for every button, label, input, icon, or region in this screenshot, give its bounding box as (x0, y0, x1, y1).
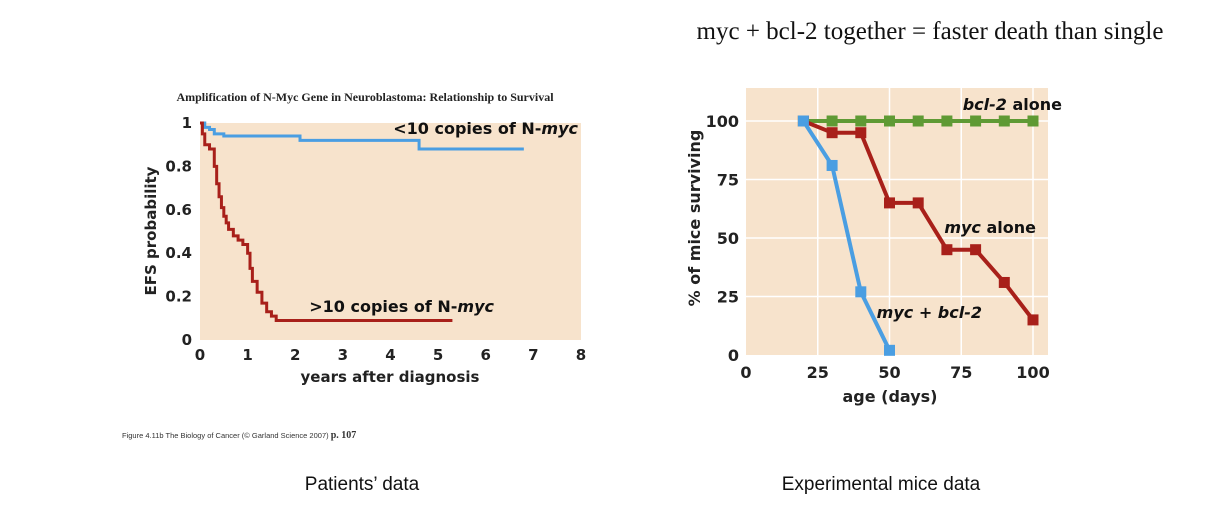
right-y-tick-label: 25 (717, 288, 739, 307)
right-series-myc-alone-marker (970, 244, 982, 256)
left-caption: Patients’ data (304, 474, 420, 495)
left-series-label-high-copies: >10 copies of N-myc (309, 297, 494, 316)
right-series-bcl2-alone-marker (941, 115, 953, 127)
right-x-tick-label: 75 (950, 363, 972, 382)
left-series-low-copies-line (200, 121, 524, 151)
left-y-tick-label: 0.4 (165, 244, 192, 262)
left-x-tick-label: 4 (385, 346, 395, 364)
left-x-axis-label: years after diagnosis (301, 368, 480, 386)
left-x-tick-label: 3 (338, 346, 348, 364)
right-y-tick-label: 75 (717, 171, 739, 190)
left-x-tick-label: 6 (481, 346, 491, 364)
right-x-tick-label: 100 (1016, 363, 1049, 382)
citation-page: p. 107 (330, 430, 357, 441)
left-x-tick-label: 5 (433, 346, 443, 364)
left-series-label-low-copies: <10 copies of N-myc (393, 119, 578, 138)
left-y-tick-label: 0 (182, 331, 192, 349)
left-y-tick-label: 1 (182, 114, 192, 132)
right-y-tick-label: 50 (717, 229, 739, 248)
left-x-tick-label: 7 (528, 346, 538, 364)
right-series-myc-bcl2-marker (884, 344, 895, 356)
right-series-bcl2-alone-marker (912, 115, 924, 127)
right-series-myc-alone-marker (855, 127, 867, 139)
left-y-axis-label: EFS probability (142, 166, 160, 295)
right-series-bcl2-alone-marker (884, 115, 895, 127)
right-y-tick-label: 100 (706, 112, 739, 131)
citation-text: Figure 4.11b The Biology of Cancer (© Ga… (122, 431, 329, 440)
right-series-myc-alone-marker (1027, 314, 1039, 326)
right-series-myc-alone-marker (998, 276, 1010, 288)
right-x-axis-label: age (days) (842, 387, 937, 406)
left-x-tick-label: 2 (290, 346, 300, 364)
right-caption: Experimental mice data (781, 474, 981, 495)
right-x-tick-label: 50 (878, 363, 900, 382)
slide-heading: myc + bcl-2 together = faster death than… (696, 18, 1164, 45)
left-y-tick-label: 0.2 (165, 288, 192, 306)
right-series-myc-bcl2-marker (797, 115, 809, 127)
right-series-label-bcl2-alone: bcl-2 alone (963, 95, 1062, 114)
right-series-myc-alone-marker (912, 197, 924, 209)
left-series-high-copies-line (200, 121, 453, 322)
right-series-myc-bcl2-marker (826, 159, 838, 171)
right-series-myc-bcl2-line (801, 119, 892, 352)
right-series-myc-alone-marker (941, 244, 953, 256)
right-series-bcl2-alone-marker (855, 115, 867, 127)
right-y-axis-label: % of mice surviving (685, 130, 704, 307)
right-x-tick-label: 0 (740, 363, 751, 382)
right-series-bcl2-alone-marker (998, 115, 1010, 127)
right-y-tick-label: 0 (728, 346, 739, 365)
left-x-tick-label: 1 (242, 346, 252, 364)
right-series-bcl2-alone-marker (970, 115, 982, 127)
right-series-bcl2-alone-marker (1027, 115, 1039, 127)
left-x-tick-label: 0 (195, 346, 205, 364)
left-y-tick-label: 0.8 (165, 157, 192, 175)
left-y-tick-label: 0.6 (165, 201, 192, 219)
right-plot-area (746, 88, 1048, 355)
left-x-tick-label: 8 (576, 346, 586, 364)
right-series-myc-alone-marker (826, 127, 838, 139)
right-series-label-myc-alone: myc alone (944, 218, 1036, 237)
right-series-bcl2-alone-marker (826, 115, 838, 127)
right-series-myc-bcl2-marker (855, 286, 867, 298)
figure-citation: Figure 4.11b The Biology of Cancer (© Ga… (122, 430, 356, 441)
left-chart-title: Amplification of N-Myc Gene in Neuroblas… (176, 90, 554, 104)
right-series-myc-alone-marker (884, 197, 895, 209)
right-x-tick-label: 25 (807, 363, 829, 382)
right-series-label-myc-bcl2: myc + bcl-2 (877, 303, 982, 322)
